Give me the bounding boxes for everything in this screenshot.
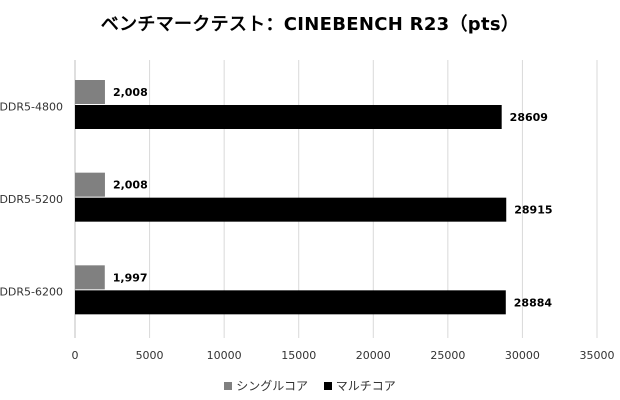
- bar-multi-core: [75, 105, 502, 129]
- data-label: 28609: [510, 111, 548, 124]
- data-labels: 2,008 28609 2,008 28915 1,997 28884: [113, 86, 553, 309]
- x-tick-label: 20000: [356, 349, 391, 362]
- category-label: DDR5-4800: [0, 100, 63, 113]
- x-tick-label: 30000: [505, 349, 540, 362]
- data-label: 28884: [514, 296, 553, 309]
- x-tick-label: 15000: [281, 349, 316, 362]
- data-label: 2,008: [113, 86, 148, 99]
- bar-multi-core: [75, 290, 506, 315]
- legend-item-multi-core: マルチコア: [323, 377, 396, 394]
- x-axis-tick-labels: 0 5000 10000 15000 20000 25000 30000 35000: [72, 349, 615, 362]
- legend-swatch-single-core: [224, 381, 233, 390]
- category-labels: DDR5-4800 DDR5-5200 DDR5-6200: [0, 100, 63, 298]
- x-tick-label: 0: [72, 349, 79, 362]
- bars: [75, 80, 507, 315]
- bar-multi-core: [75, 197, 507, 222]
- data-label: 2,008: [113, 179, 148, 192]
- bar-single-core: [75, 265, 105, 290]
- x-tick-label: 35000: [580, 349, 615, 362]
- bar-single-core: [75, 172, 105, 197]
- legend-item-single-core: シングルコア: [224, 377, 308, 394]
- legend-label-single-core: シングルコア: [236, 379, 308, 393]
- legend-label-multi-core: マルチコア: [335, 379, 396, 393]
- category-label: DDR5-5200: [0, 193, 63, 206]
- bar-single-core: [75, 80, 105, 104]
- data-label: 28915: [514, 204, 552, 217]
- x-tick-label: 5000: [136, 349, 164, 362]
- data-label: 1,997: [113, 271, 148, 284]
- x-tick-label: 10000: [207, 349, 242, 362]
- legend-swatch-multi-core: [323, 381, 332, 390]
- legend: シングルコア マルチコア: [0, 377, 620, 394]
- x-tick-label: 25000: [430, 349, 465, 362]
- chart-title: ベンチマークテスト：CINEBENCH R23（pts）: [100, 14, 520, 35]
- category-label: DDR5-6200: [0, 286, 63, 299]
